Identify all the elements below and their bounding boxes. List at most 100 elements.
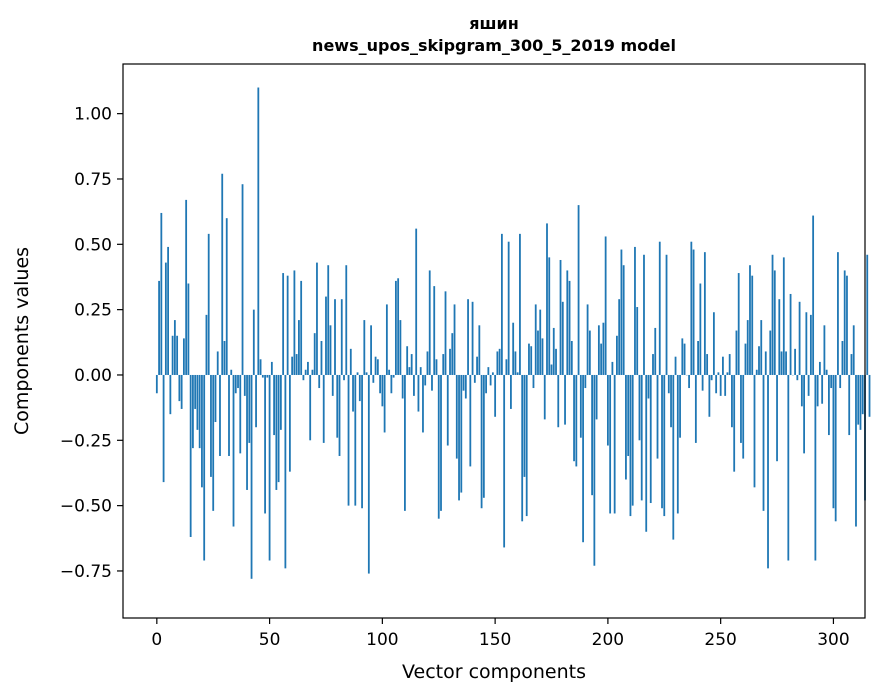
bar [719,374,722,396]
bar [437,374,440,519]
chart-title-line1: яшин [469,14,519,33]
bar [771,254,774,375]
bar [399,320,402,375]
bar [264,374,266,514]
bar [221,173,224,375]
bar [593,374,596,566]
bar [327,265,330,375]
bar [347,374,350,506]
bar [807,374,810,396]
bar [194,374,197,409]
bar [670,374,672,428]
bar [622,265,625,375]
bar [692,249,695,375]
bar [837,252,839,375]
bar [579,374,582,438]
bar [498,348,501,375]
bar [219,374,221,456]
bar [259,359,262,375]
bar [270,361,273,375]
bar [422,374,424,433]
bar [600,343,603,375]
bar [419,367,422,375]
bar [201,374,203,488]
bar [546,223,548,375]
bar [214,374,217,423]
bar [291,356,294,375]
bar [503,374,506,548]
bar [237,374,239,389]
bar [674,356,677,375]
bar [841,341,844,375]
bar [652,354,654,375]
bar [435,359,438,375]
bar [343,374,345,381]
bar [354,374,357,506]
bar [634,246,636,375]
bar [192,374,194,449]
bar [453,304,456,375]
bar [803,374,805,454]
bar [462,374,465,391]
y-axis-ticks: −0.75 −0.50 −0.25 0.00 0.25 0.50 0.75 1.00 [60,105,123,582]
bar [530,346,533,375]
bar [828,374,830,436]
bar [431,374,433,391]
bar [385,304,388,375]
bar [823,325,826,375]
bar [850,354,853,375]
bar [782,257,785,375]
bar [482,374,485,498]
bar [636,307,639,375]
bar [203,374,206,561]
bar [663,374,666,517]
chart-title-line2: news_upos_skipgram_300_5_2019 model [312,36,676,55]
bar [406,346,409,375]
bar [701,374,704,391]
bar [318,374,321,389]
bar [376,359,379,375]
bar [302,374,305,381]
bar [496,351,499,375]
bar [248,374,251,443]
bar [158,280,160,375]
bar [243,374,246,396]
y-tick-label: 0.75 [74,170,112,190]
bar [611,361,614,375]
bar [744,343,747,375]
bar [573,374,575,462]
bar [550,364,553,375]
bar [629,374,632,517]
bar [586,304,589,375]
bar [205,314,208,375]
bar [606,374,609,446]
bar [451,333,454,375]
bar [694,374,697,443]
plot-frame [122,63,866,619]
bar [534,304,537,375]
bar [189,374,192,537]
bar [444,291,447,375]
bar [277,374,280,483]
bar [708,374,711,417]
bar [753,374,756,488]
bar [661,374,663,509]
bar [830,374,833,389]
bar [731,374,733,428]
bar [755,369,758,375]
bar [683,343,686,375]
bar [275,374,278,490]
bar [591,374,593,496]
bar [261,374,264,378]
bar [279,374,282,430]
y-tick-label: −0.75 [60,562,112,582]
bar [809,314,812,375]
bar [358,374,361,402]
bar [383,374,386,433]
bar [325,296,327,375]
bar [494,374,497,417]
bar [250,374,253,579]
bar [480,374,483,509]
bar [322,374,325,443]
bar [169,374,172,415]
